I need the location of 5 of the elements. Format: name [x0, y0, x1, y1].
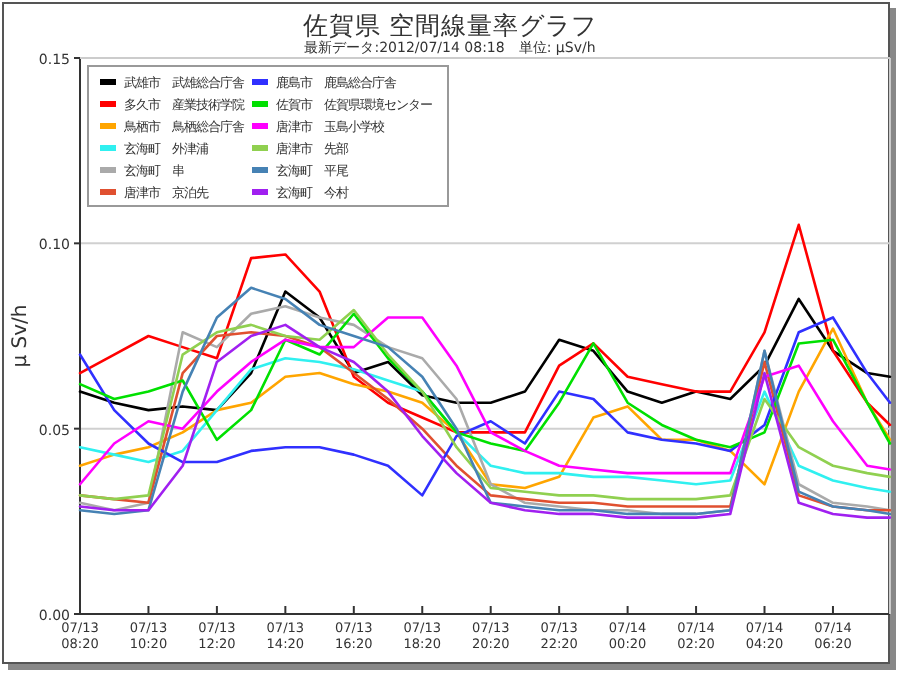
y-axis-title: μ Sv/h	[10, 304, 32, 368]
line-series	[78, 312, 892, 453]
line-series	[78, 290, 892, 412]
chart-title: 佐賀県 空間線量率グラフ	[303, 10, 597, 40]
line-series	[78, 223, 892, 434]
